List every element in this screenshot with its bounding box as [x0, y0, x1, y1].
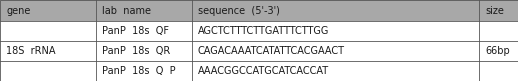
- Text: 66bp: 66bp: [485, 46, 510, 56]
- Bar: [0, 21, 518, 41]
- Text: 18S  rRNA: 18S rRNA: [6, 46, 56, 56]
- Bar: [480, 40, 517, 42]
- Text: AGCTCTTTCTTGATTTCTTGG: AGCTCTTTCTTGATTTCTTGG: [198, 26, 329, 36]
- Text: PanP  18s  Q  P: PanP 18s Q P: [102, 66, 176, 76]
- Bar: [480, 60, 517, 62]
- Bar: [1, 60, 95, 62]
- Text: size: size: [485, 6, 504, 16]
- Bar: [0, 0, 518, 21]
- Text: lab  name: lab name: [102, 6, 151, 16]
- Text: CAGACAAATCATATTCACGAACT: CAGACAAATCATATTCACGAACT: [198, 46, 345, 56]
- Bar: [0, 61, 518, 81]
- Text: gene: gene: [6, 6, 31, 16]
- Text: sequence  (5'-3'): sequence (5'-3'): [198, 6, 280, 16]
- Text: PanP  18s  QF: PanP 18s QF: [102, 26, 169, 36]
- Bar: [1, 40, 95, 42]
- Bar: [0, 41, 518, 61]
- Text: PanP  18s  QR: PanP 18s QR: [102, 46, 170, 56]
- Text: AAACGGCCATGCATCACCAT: AAACGGCCATGCATCACCAT: [198, 66, 329, 76]
